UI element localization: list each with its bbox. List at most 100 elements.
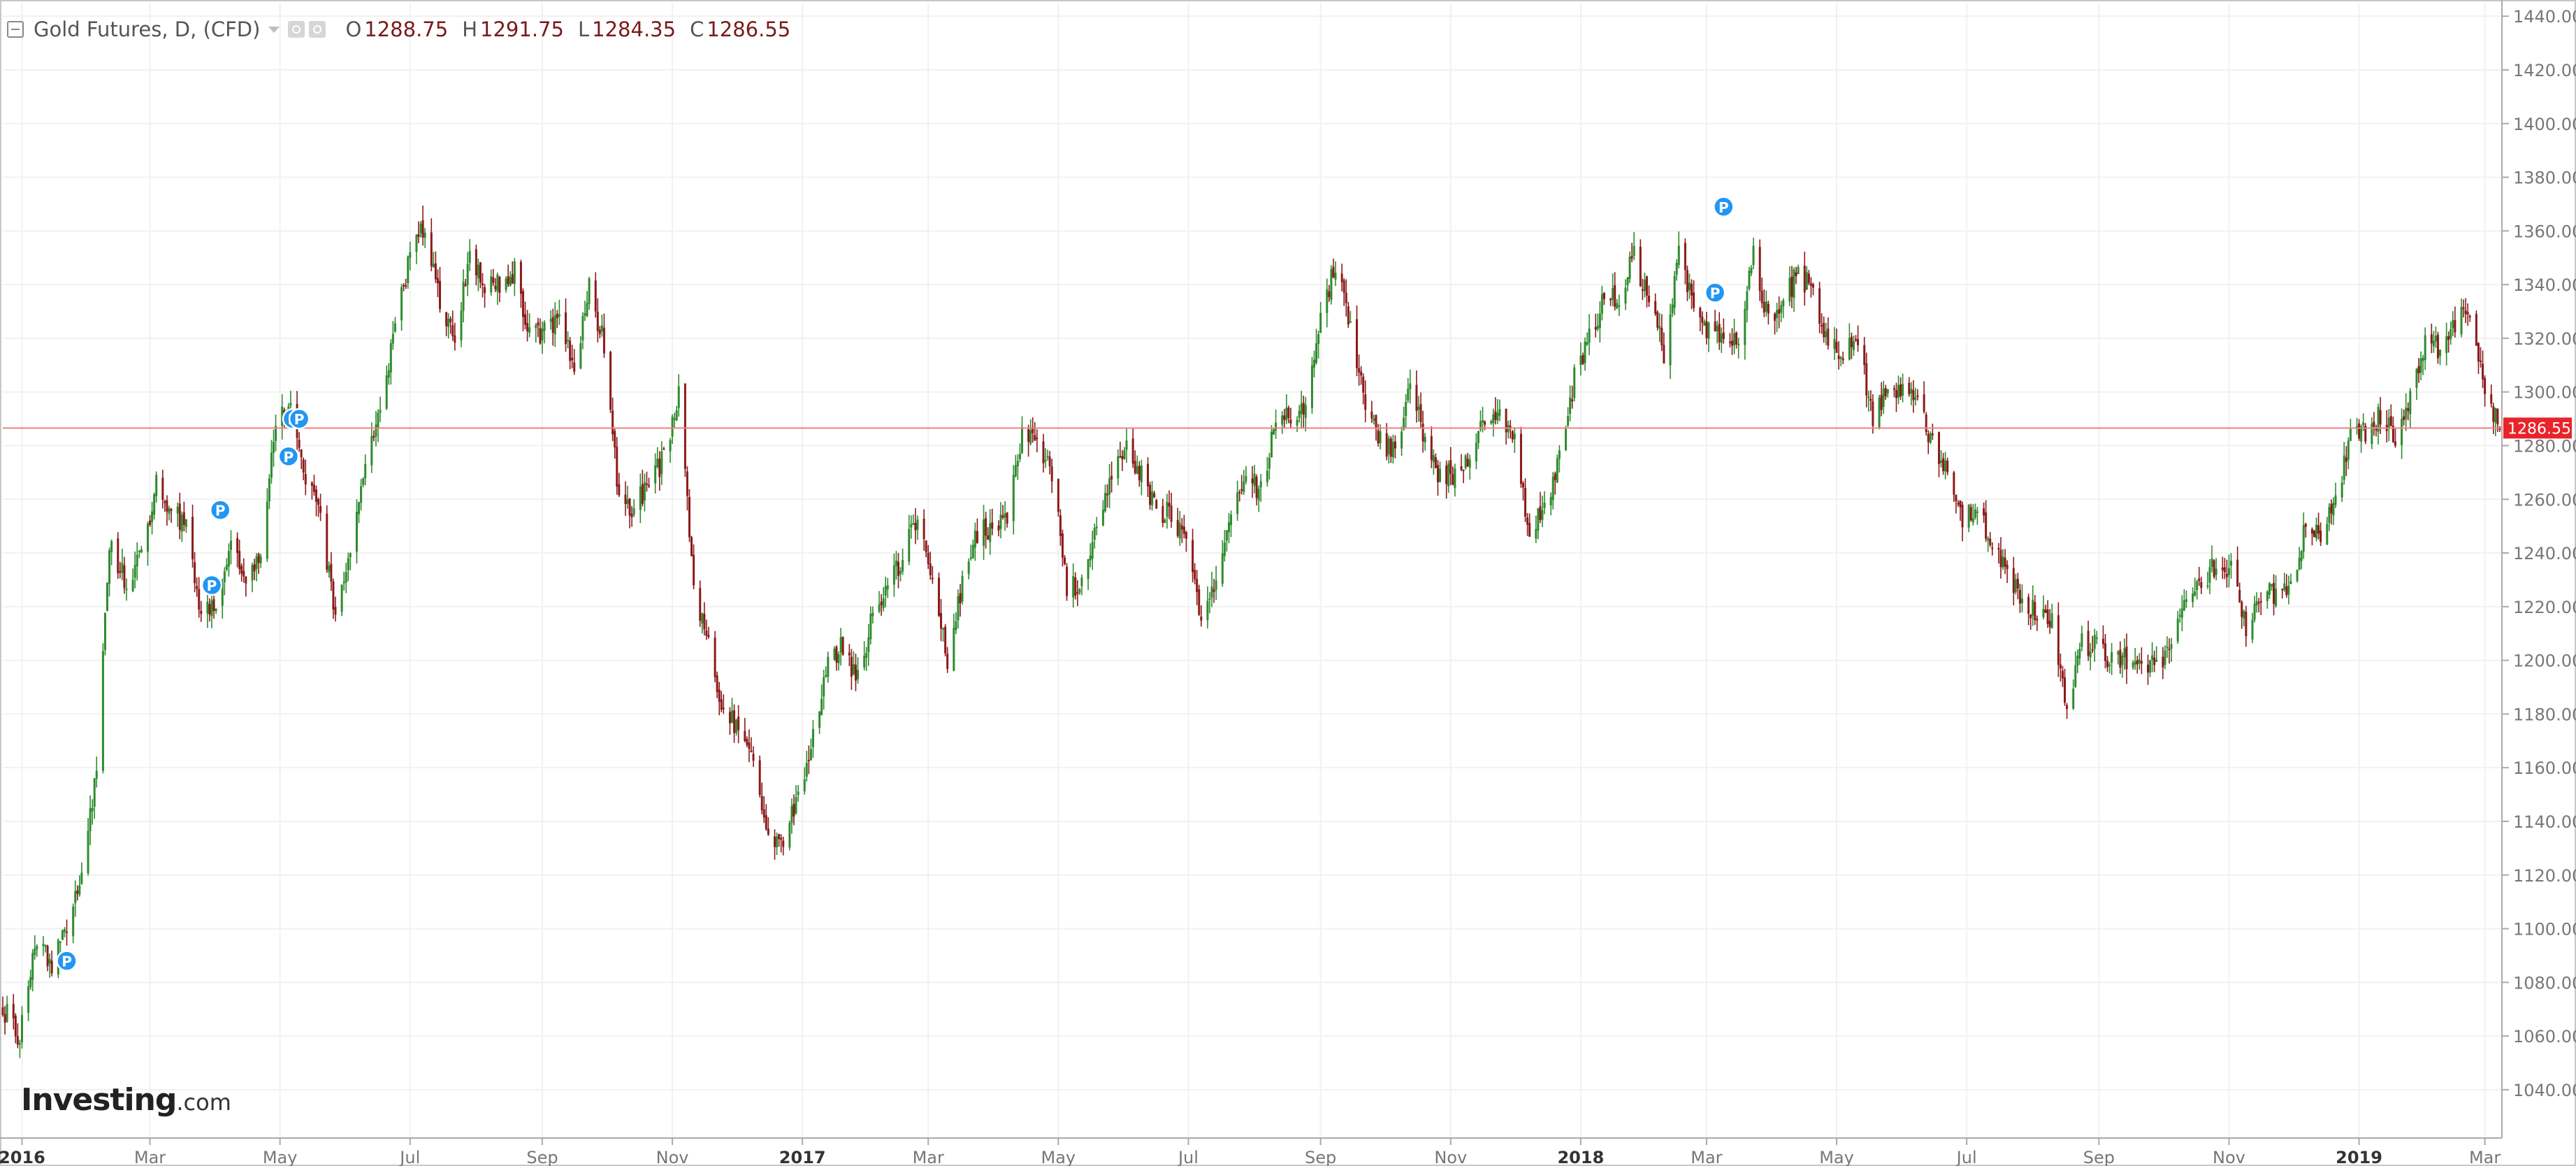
candle-down (1415, 384, 1418, 411)
candle-down (1630, 256, 1633, 259)
candle-up (1101, 510, 1104, 526)
candle-up (1967, 505, 1970, 528)
candle-up (1403, 417, 1405, 430)
candle-up (2117, 652, 2120, 655)
chevron-down-icon[interactable] (268, 26, 280, 33)
candle-up (1140, 465, 1143, 482)
candle-up (957, 596, 960, 621)
x-tick-label: Mar (913, 1148, 944, 1166)
marker-circle (1704, 282, 1726, 303)
candle-up (2287, 585, 2290, 595)
candle-up (1833, 338, 1836, 350)
candle-up (669, 440, 672, 452)
candle-up (1556, 458, 1558, 483)
candle-down (1645, 276, 1648, 296)
last-price-label: 1286.55 (2508, 420, 2571, 438)
candle-up (477, 264, 479, 279)
candle-down (1519, 433, 1522, 484)
candle-up (1080, 577, 1083, 586)
candle-up (1089, 555, 1092, 561)
candle-down (1328, 292, 1331, 298)
candle-up (581, 316, 584, 340)
candle-up (1285, 408, 1288, 420)
event-marker: P (201, 574, 223, 596)
candle-up (1677, 245, 1680, 265)
candle-down (2496, 408, 2499, 425)
candle-up (1482, 420, 1484, 423)
candle-down (850, 656, 853, 677)
candle-down (1287, 408, 1290, 419)
candle-down (2392, 426, 2394, 442)
candle-down (1036, 438, 1039, 440)
candle-down (1462, 469, 1465, 471)
candle-down (2238, 589, 2241, 603)
candle-up (677, 386, 680, 408)
candle-up (360, 486, 363, 503)
candle-up (2192, 593, 2194, 603)
candle-up (1424, 436, 1426, 442)
collapse-legend-button[interactable] (7, 21, 24, 38)
candle-down (212, 598, 215, 611)
candle-down (1760, 290, 1763, 303)
candle-up (377, 412, 379, 428)
candle-up (389, 343, 392, 373)
candle-up (1004, 513, 1006, 518)
symbol-title[interactable]: Gold Futures, D, (CFD) (34, 17, 261, 41)
candle-up (584, 312, 586, 316)
candle-up (2283, 583, 2286, 590)
candle-down (1912, 389, 1915, 401)
candle-up (579, 343, 582, 369)
candle-up (1349, 321, 1352, 323)
candle-up (1312, 359, 1315, 368)
candle-up (1151, 491, 1154, 505)
candle-down (1609, 298, 1612, 301)
candle-down (1821, 324, 1823, 326)
candle-up (409, 252, 412, 258)
candle-down (1377, 430, 1380, 444)
candle-down (178, 503, 181, 530)
candle-up (2078, 649, 2081, 658)
candle-down (648, 484, 651, 487)
candle-up (2409, 391, 2412, 415)
candle-down (782, 840, 785, 847)
candle-up (567, 340, 570, 342)
candle-down (2364, 425, 2367, 442)
candle-down (119, 570, 122, 573)
candle-down (2430, 334, 2433, 344)
candle-down (1735, 332, 1738, 345)
candle-up (1586, 342, 1589, 345)
candle-down (240, 566, 243, 574)
candle-down (2153, 657, 2156, 665)
candle-up (1624, 287, 1627, 304)
candle-up (259, 556, 262, 563)
candle-up (1405, 401, 1408, 417)
candle-down (683, 383, 686, 469)
candle-down (752, 754, 755, 761)
candle-up (1104, 493, 1106, 512)
candle-up (805, 763, 808, 777)
settings-icon[interactable] (309, 21, 326, 38)
candle-up (6, 1004, 8, 1022)
candle-down (208, 604, 211, 615)
eye-icon[interactable] (288, 21, 305, 38)
candle-down (2245, 612, 2248, 637)
candle-down (1654, 301, 1657, 315)
candle-down (1182, 526, 1185, 534)
candle-up (1253, 473, 1256, 486)
candle-down (1255, 476, 1258, 498)
candle-down (2317, 525, 2320, 534)
candle-up (2340, 482, 2343, 498)
candle-up (184, 519, 187, 527)
price-axis[interactable]: 1040.00 1060.00 1080.00 1100.00 1120.00 1140.… (2501, 0, 2576, 1138)
candle-up (1296, 419, 1298, 426)
time-axis[interactable]: 2016 Mar May Jul Sep Nov 2017 Mar May Jul Sep Nov 20… (0, 1137, 2502, 1166)
candle-up (106, 582, 109, 611)
candle-up (1976, 511, 1978, 513)
candle-down (2087, 631, 2090, 656)
candle-down (1430, 436, 1433, 461)
candle-up (1852, 340, 1855, 350)
candle-up (2178, 615, 2181, 617)
event-marker: P (1704, 282, 1726, 303)
